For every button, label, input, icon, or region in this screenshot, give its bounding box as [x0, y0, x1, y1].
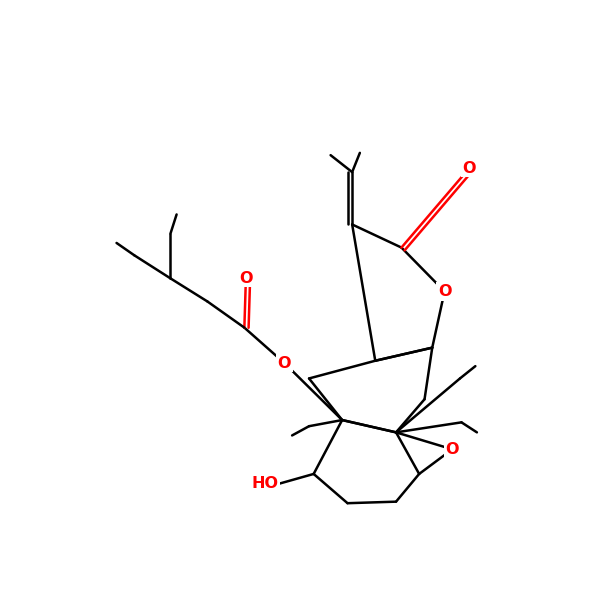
Text: O: O [438, 284, 451, 299]
Text: O: O [446, 442, 459, 457]
Text: HO: HO [251, 476, 278, 491]
Text: O: O [463, 161, 476, 176]
Text: O: O [239, 271, 253, 286]
Text: O: O [278, 356, 291, 371]
